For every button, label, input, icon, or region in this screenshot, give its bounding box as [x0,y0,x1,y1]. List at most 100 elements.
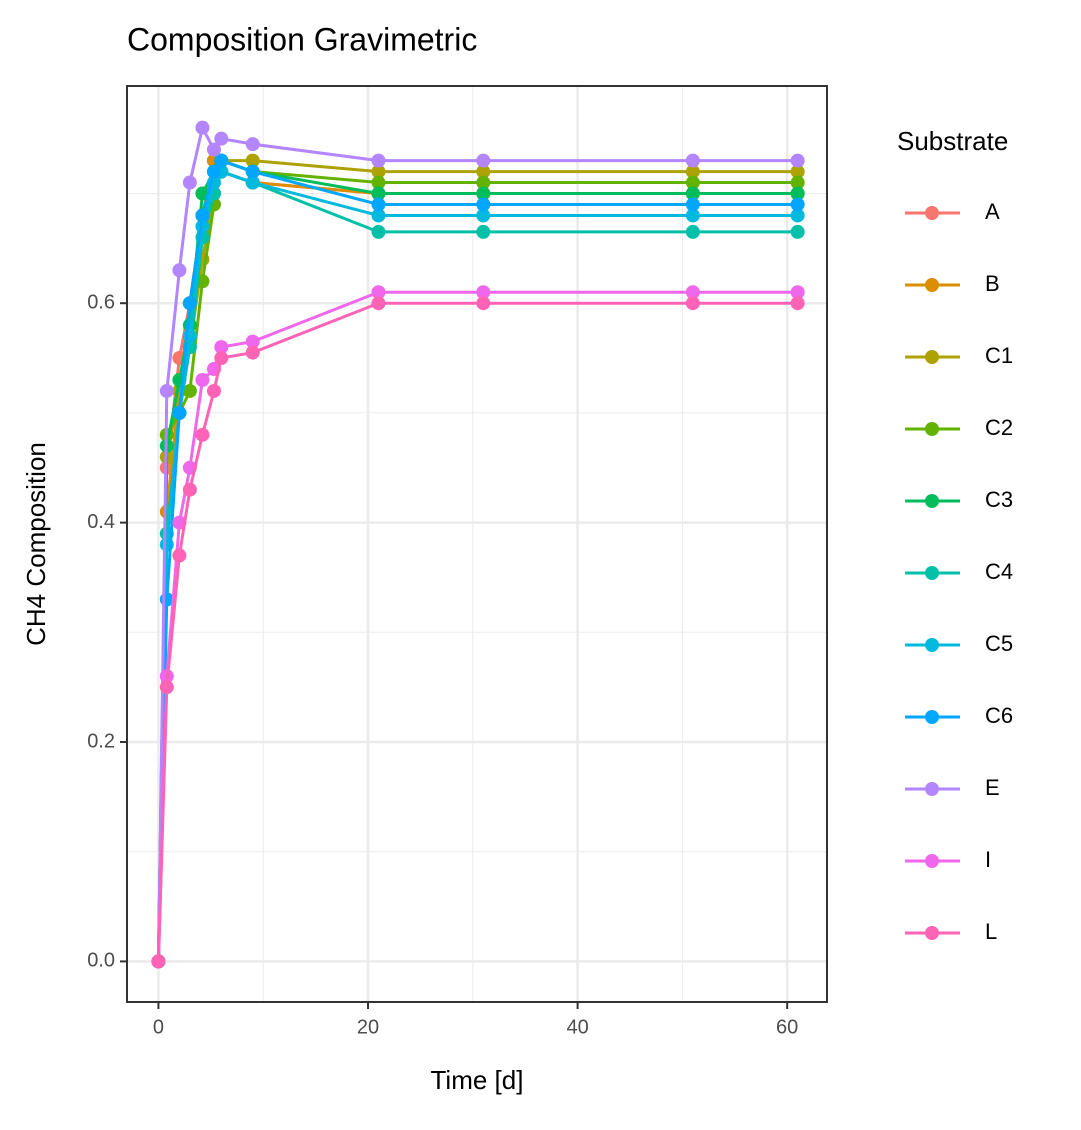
point [159,383,174,398]
point [476,175,491,190]
legend-key-point [925,638,939,652]
point [172,263,187,278]
x-tick-label: 40 [566,1016,588,1038]
point [245,345,260,360]
legend-key-point [925,494,939,508]
legend-label: C4 [985,559,1013,584]
y-tick-label: 0.6 [87,291,115,313]
chart-title: Composition Gravimetric [127,21,477,57]
y-axis-label: CH4 Composition [21,442,51,646]
point [182,175,197,190]
point [371,153,386,168]
point [195,208,210,223]
point [182,383,197,398]
point [371,175,386,190]
point [685,164,700,179]
point [790,197,805,212]
point [245,137,260,152]
point [790,208,805,223]
point [476,197,491,212]
series-line [156,301,798,962]
point [172,548,187,563]
point [685,296,700,311]
point [214,340,229,355]
point [476,296,491,311]
x-tick-label: 60 [776,1016,798,1038]
x-tick-label: 0 [153,1016,164,1038]
point [790,164,805,179]
point [790,285,805,300]
point [195,427,210,442]
point [245,164,260,179]
point [371,197,386,212]
legend-label: C1 [985,343,1013,368]
point [182,296,197,311]
point [245,153,260,168]
legend-key-point [925,206,939,220]
point [371,224,386,239]
point [790,186,805,201]
legend-key-point [925,350,939,364]
point [206,142,221,157]
point [206,164,221,179]
legend-key-point [925,710,939,724]
x-tick-label: 20 [357,1016,379,1038]
point [195,120,210,135]
legend-label: L [985,919,997,944]
legend-title: Substrate [897,126,1008,156]
point [245,334,260,349]
point [371,208,386,223]
point [476,153,491,168]
point [371,164,386,179]
point [371,296,386,311]
point [172,405,187,420]
point [214,153,229,168]
point [371,285,386,300]
legend-label: B [985,271,1000,296]
legend-label: C5 [985,631,1013,656]
y-tick-label: 0.4 [87,511,115,533]
legend-key-point [925,854,939,868]
legend-label: C6 [985,703,1013,728]
panel-border [126,85,828,1003]
point [206,383,221,398]
point [245,175,260,190]
x-axis-label: Time [d] [431,1065,524,1095]
point [476,208,491,223]
legend-key-point [925,782,939,796]
point [195,372,210,387]
point [476,224,491,239]
legend-key-point [925,566,939,580]
legend-key-point [925,278,939,292]
point [214,351,229,366]
legend-label: C2 [985,415,1013,440]
point [476,285,491,300]
legend-label: A [985,199,1000,224]
point [790,153,805,168]
point [790,224,805,239]
y-tick-label: 0.2 [87,730,115,752]
legend-label: E [985,775,1000,800]
point [159,680,174,695]
point [685,208,700,223]
point [790,175,805,190]
point [214,131,229,146]
point [476,164,491,179]
point [685,186,700,201]
point [685,224,700,239]
point [685,153,700,168]
point [790,296,805,311]
legend-key-point [925,422,939,436]
legend-label: I [985,847,991,872]
point [182,482,197,497]
point [685,175,700,190]
legend-label: C3 [985,487,1013,512]
point [371,186,386,201]
point [151,954,166,969]
y-tick-label: 0.0 [87,950,115,972]
point [685,285,700,300]
legend-key-point [925,926,939,940]
point [685,197,700,212]
